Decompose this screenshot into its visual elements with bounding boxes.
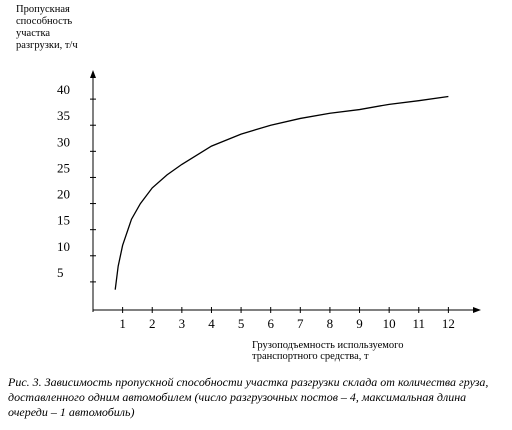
x-tick-label: 1 bbox=[119, 316, 126, 331]
curve bbox=[114, 95, 449, 290]
x-tick-label: 12 bbox=[442, 316, 455, 331]
y-tick-label: 5 bbox=[57, 265, 64, 280]
x-tick-label: 10 bbox=[383, 316, 396, 331]
x-tick-label: 8 bbox=[327, 316, 334, 331]
x-tick-label: 9 bbox=[356, 316, 363, 331]
x-tick-label: 4 bbox=[208, 316, 215, 331]
x-tick-label: 6 bbox=[267, 316, 274, 331]
x-tick-label: 11 bbox=[413, 316, 426, 331]
x-tick-label: 3 bbox=[179, 316, 186, 331]
y-tick-label: 35 bbox=[57, 108, 70, 123]
y-tick-label: 20 bbox=[57, 187, 70, 202]
x-axis-title: Грузоподъемность используемого транспорт… bbox=[252, 340, 404, 362]
y-axis-title: Пропускная способность участка разгрузки… bbox=[16, 4, 78, 51]
x-tick-label: 2 bbox=[149, 316, 156, 331]
y-tick-label: 40 bbox=[57, 82, 70, 97]
caption: Рис. 3. Зависимость пропускной способнос… bbox=[8, 375, 489, 419]
y-tick-label: 25 bbox=[57, 160, 70, 175]
y-tick-label: 30 bbox=[57, 134, 70, 149]
x-tick-label: 7 bbox=[297, 316, 304, 331]
y-arrow bbox=[90, 70, 96, 78]
y-tick-label: 10 bbox=[57, 239, 70, 254]
x-arrow bbox=[473, 307, 481, 313]
x-tick-label: 5 bbox=[238, 316, 245, 331]
y-tick-label: 15 bbox=[57, 213, 70, 228]
